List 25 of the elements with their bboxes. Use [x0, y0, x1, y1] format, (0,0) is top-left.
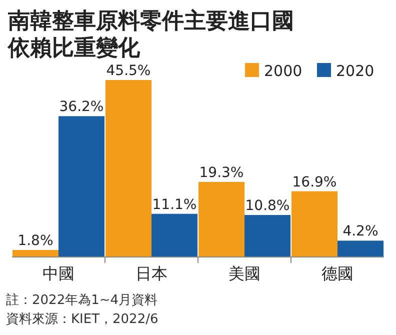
bar — [12, 250, 58, 257]
bar — [58, 116, 104, 257]
data-label: 16.9% — [292, 174, 337, 190]
text: 註：2022年為1~4月資料 — [6, 293, 158, 308]
bar — [152, 214, 198, 257]
data-label: 19.3% — [199, 164, 244, 181]
bar — [338, 240, 384, 257]
x-tick-label: 中國 — [42, 264, 74, 283]
data-label: 11.1% — [152, 196, 197, 213]
data-label: 4.2% — [342, 224, 378, 240]
chart-title: 南韓整車原料零件主要進口國依賴比重變化 — [7, 8, 294, 61]
data-label: 36.2% — [59, 99, 104, 116]
legend-label: 2020 — [336, 62, 374, 80]
x-tick-label: 美國 — [228, 264, 260, 283]
source-note: 資料來源：KIET，2022/6 — [6, 312, 158, 327]
legend-label: 2000 — [264, 62, 302, 80]
x-tick-label: 德國 — [322, 264, 354, 283]
bar — [106, 80, 152, 257]
data-label: 1.8% — [18, 233, 54, 249]
data-label: 45.5% — [106, 63, 151, 79]
x-tick-label: 日本 — [136, 264, 168, 283]
data-label: 10.8% — [245, 198, 290, 214]
bar — [244, 214, 290, 257]
bar — [198, 182, 244, 257]
bar — [292, 191, 338, 257]
